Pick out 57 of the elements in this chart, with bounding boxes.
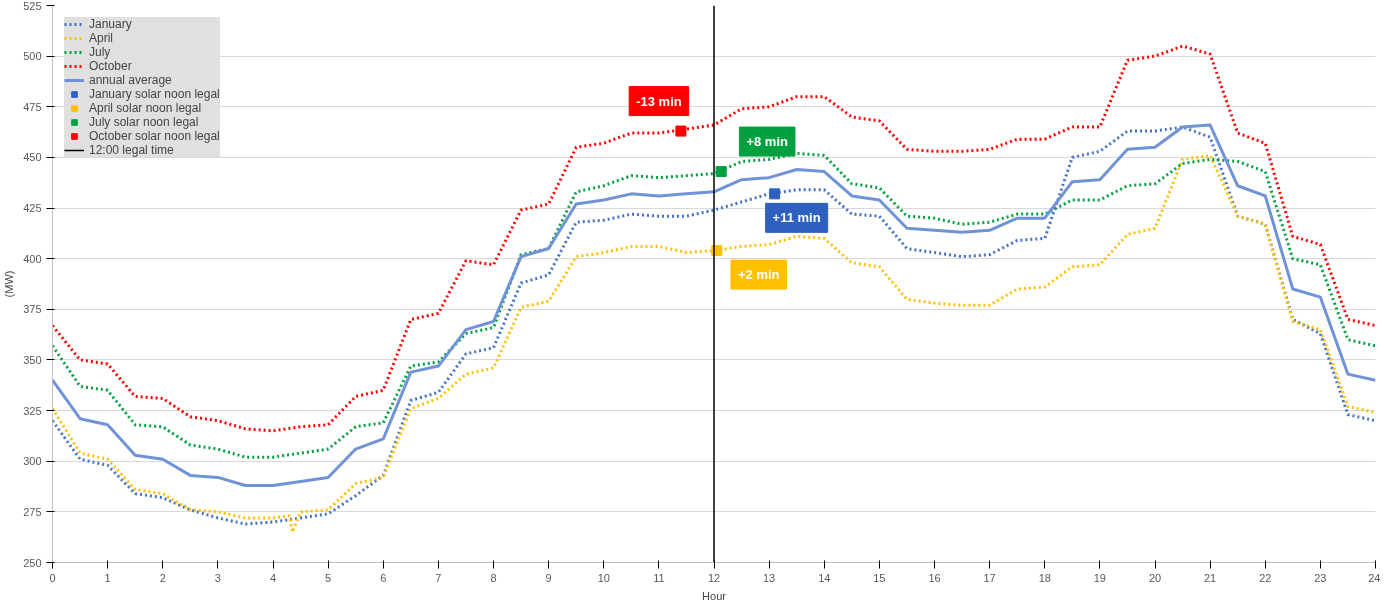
x-tick-label: 17 bbox=[983, 571, 996, 584]
legend-label: April solar noon legal bbox=[89, 101, 202, 115]
legend-label: October bbox=[89, 59, 132, 73]
y-tick-label: 375 bbox=[23, 303, 42, 316]
x-tick-label: 19 bbox=[1093, 571, 1107, 584]
x-tick-label: 3 bbox=[214, 571, 221, 584]
y-tick-label: 475 bbox=[23, 100, 42, 113]
legend-label: October solar noon legal bbox=[89, 129, 220, 143]
x-tick-label: 9 bbox=[545, 571, 552, 584]
x-tick-label: 8 bbox=[490, 571, 497, 584]
x-axis-title: Hour bbox=[702, 589, 727, 602]
y-tick-label: 275 bbox=[23, 505, 42, 518]
y-tick-label: 525 bbox=[23, 0, 42, 12]
legend-label: 12:00 legal time bbox=[89, 143, 174, 157]
x-tick-label: 1 bbox=[104, 571, 111, 584]
x-tick-label: 23 bbox=[1314, 571, 1327, 584]
x-tick-label: 20 bbox=[1148, 571, 1162, 584]
y-axis-title: (MW) bbox=[3, 270, 16, 298]
x-tick-label: 14 bbox=[818, 571, 831, 584]
y-tick-label: 400 bbox=[23, 252, 42, 265]
y-tick-label: 300 bbox=[23, 455, 42, 468]
x-tick-label: 6 bbox=[380, 571, 387, 584]
y-tick-label: 325 bbox=[23, 404, 42, 417]
legend-label: January solar noon legal bbox=[89, 87, 220, 101]
x-tick-label: 11 bbox=[653, 571, 665, 584]
x-tick-label: 15 bbox=[873, 571, 886, 584]
x-tick-label: 7 bbox=[435, 571, 442, 584]
x-tick-label: 18 bbox=[1038, 571, 1051, 584]
legend-label: April bbox=[89, 31, 114, 45]
point bbox=[675, 125, 687, 137]
y-tick-label: 350 bbox=[23, 353, 42, 366]
point bbox=[769, 188, 781, 200]
annotation: +11 min bbox=[772, 210, 821, 226]
y-tick-label: 500 bbox=[23, 50, 42, 63]
x-tick-label: 2 bbox=[159, 571, 166, 584]
line-series bbox=[52, 44, 1376, 433]
x-tick-label: 24 bbox=[1368, 571, 1381, 584]
x-tick-label: 22 bbox=[1259, 571, 1272, 584]
y-tick-label: 425 bbox=[23, 202, 42, 215]
x-tick-label: 0 bbox=[49, 571, 56, 584]
legend-label: July solar noon legal bbox=[89, 115, 199, 129]
y-tick-label: 450 bbox=[23, 151, 42, 164]
x-tick-label: 21 bbox=[1204, 571, 1217, 584]
legend-label: July bbox=[89, 45, 111, 59]
x-tick-label: 10 bbox=[597, 571, 610, 584]
y-tick-label: 250 bbox=[23, 556, 42, 569]
x-tick-label: 5 bbox=[325, 571, 332, 584]
x-tick-label: 4 bbox=[269, 571, 277, 584]
annotation: -13 min bbox=[636, 93, 682, 109]
x-tick-label: 13 bbox=[763, 571, 776, 584]
annotation: +2 min bbox=[737, 267, 780, 283]
x-tick-label: 12 bbox=[707, 571, 721, 584]
x-tick-label: 16 bbox=[928, 571, 941, 584]
point bbox=[715, 166, 727, 178]
legend-label: January bbox=[89, 17, 132, 31]
annotation: +8 min bbox=[746, 134, 788, 150]
legend-label: annual average bbox=[89, 73, 172, 87]
